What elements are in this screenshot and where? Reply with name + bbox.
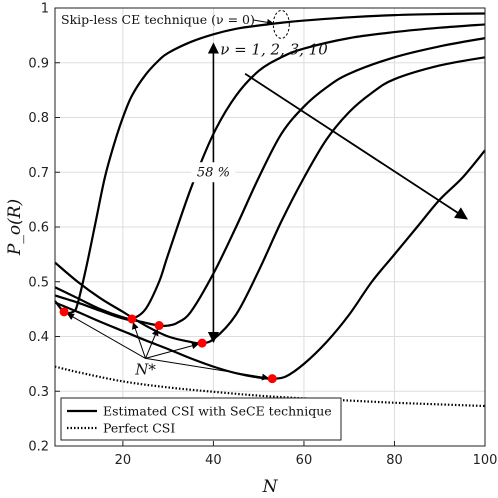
x-tick-label-3: 80 [386,453,403,468]
legend-entry-perfect: Perfect CSI [103,421,175,436]
y-tick-label-6: 0.8 [28,111,49,126]
y-tick-label-1: 0.3 [28,385,49,400]
percent-label-bg [191,162,236,183]
nstar-arrow-3 [145,342,199,359]
x-tick-label-0: 20 [115,453,132,468]
nstar-arrow-1 [131,322,146,359]
y-tick-label-7: 0.9 [28,56,49,71]
skipless-annotation: Skip-less CE technique (ν = 0) [61,12,255,27]
x-tick-label-2: 60 [296,453,313,468]
x-tick-label-1: 40 [205,453,222,468]
nu-annotation: ν = 1, 2, 3, 10 [220,41,328,59]
optimal-point-4 [267,374,277,384]
y-tick-label-5: 0.7 [28,166,49,181]
annotation-layer [66,9,468,381]
optimal-point-2 [154,321,164,331]
percent-annotation: 58 % [197,165,230,180]
optimal-point-3 [197,338,207,348]
y-axis-label: P_o(R) [5,199,25,256]
plot-frame [54,7,486,447]
skipless-arrow [253,18,275,26]
nstar-annotation: N* [134,360,156,378]
nstar-arrow-4 [145,357,270,381]
legend: Estimated CSI with SeCE technique Perfec… [60,397,342,441]
skipless-ellipse [272,9,290,39]
x-axis-label: N [262,477,279,497]
y-tick-label-3: 0.5 [28,275,49,290]
y-tick-label-4: 0.6 [28,221,49,236]
marker-layer [59,307,277,384]
tick-layer: 20 40 60 80 100 0.2 0.3 0.4 0.5 0.6 0.7 0.8 0.9 1 [28,2,497,469]
optimal-point-1 [127,314,137,324]
legend-entry-estimated: Estimated CSI with SeCE technique [103,404,332,419]
nu-arrow [244,72,468,220]
y-tick-label-0: 0.2 [28,440,49,455]
legend-box [60,397,342,441]
optimal-point-0 [59,307,69,317]
y-tick-label-8: 1 [41,2,49,17]
nstar-arrow-2 [145,328,159,359]
x-tick-label-4: 100 [473,453,498,468]
series-line-0 [54,12,486,315]
y-tick-label-2: 0.4 [28,330,49,345]
series-line-3 [54,56,486,345]
nstar-arrow-0 [66,313,146,359]
